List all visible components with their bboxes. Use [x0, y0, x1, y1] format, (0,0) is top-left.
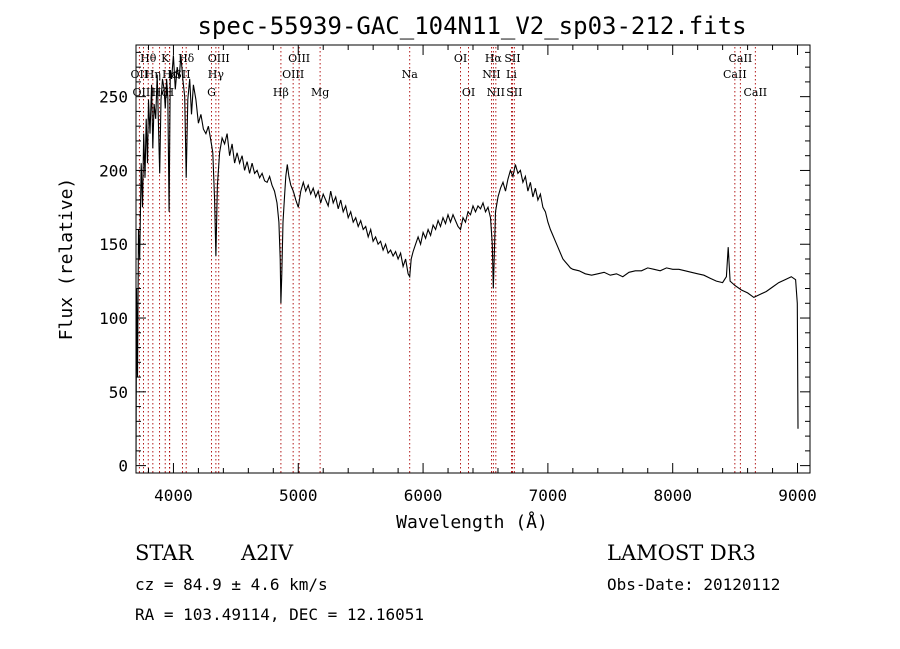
spectral-line-label: OI — [462, 86, 475, 99]
y-tick-label: 0 — [118, 457, 128, 476]
spectral-line-label: Li — [506, 68, 517, 81]
x-tick-label: 7000 — [529, 486, 568, 505]
y-axis-label: Flux (relative) — [56, 178, 77, 341]
spectral-line-label: CaII — [723, 68, 747, 81]
spectral-line-label: Hη — [145, 68, 161, 81]
spectral-line-label: CaII — [743, 86, 767, 99]
spectral-line-label: SII — [504, 52, 520, 65]
spectral-line-label: Mg — [311, 86, 329, 99]
spectral-line-label: Hβ — [273, 86, 289, 99]
spectral-line-label: NII — [482, 68, 500, 81]
spectral-line-label: Hζ — [152, 86, 168, 99]
spectral-line-label: OIII — [132, 86, 154, 99]
x-tick-label: 9000 — [778, 486, 817, 505]
x-tick-label: 8000 — [653, 486, 692, 505]
x-axis-ticks: 4000 5000 6000 7000 8000 9000 — [147, 45, 817, 505]
survey-name: LAMOST DR3 — [607, 541, 756, 565]
observation-date: Obs-Date: 20120112 — [607, 575, 780, 594]
spectral-line-label: Hγ — [208, 68, 225, 81]
object-class: STAR — [135, 541, 194, 565]
spectral-line-label: Hθ — [140, 52, 157, 65]
y-tick-label: 250 — [99, 88, 128, 107]
spectral-line-label: G — [207, 86, 216, 99]
spectral-line-label: CaII — [729, 52, 753, 65]
spectral-line-markers — [138, 47, 756, 473]
x-tick-label: 6000 — [404, 486, 443, 505]
spectral-line-label: H — [165, 86, 175, 99]
y-tick-label: 50 — [109, 383, 128, 402]
x-axis-label: Wavelength (Å) — [396, 511, 548, 533]
spectral-line-label: OIII — [288, 52, 310, 65]
spectral-line-label: OII — [131, 68, 149, 81]
y-tick-label: 150 — [99, 235, 128, 254]
spectral-line-label: OI — [454, 52, 467, 65]
spectral-line-label: Na — [402, 68, 419, 81]
spectral-line-label: NII — [487, 86, 505, 99]
x-tick-label: 5000 — [279, 486, 318, 505]
spectral-line-label: OIII — [282, 68, 304, 81]
y-tick-label: 200 — [99, 161, 128, 180]
spectral-line-label: Hδ — [178, 52, 195, 65]
x-tick-label: 4000 — [154, 486, 193, 505]
y-tick-label: 100 — [99, 309, 128, 328]
spectral-line-label: Hα — [485, 52, 503, 65]
object-subclass: A2IV — [240, 541, 294, 565]
spectral-line-label: OIII — [208, 52, 230, 65]
y-axis-ticks: 0 50 100 150 200 250 — [99, 51, 810, 476]
sky-coordinates: RA = 103.49114, DEC = 12.16051 — [135, 605, 424, 624]
spectral-line-label: SII — [506, 86, 522, 99]
redshift-velocity: cz = 84.9 ± 4.6 km/s — [135, 575, 328, 594]
spectral-line-label: K — [161, 52, 170, 65]
spectrum-series-line — [135, 55, 799, 462]
chart-title: spec-55939-GAC_104N11_V2_sp03-212.fits — [197, 12, 746, 40]
plot-frame — [135, 44, 811, 474]
